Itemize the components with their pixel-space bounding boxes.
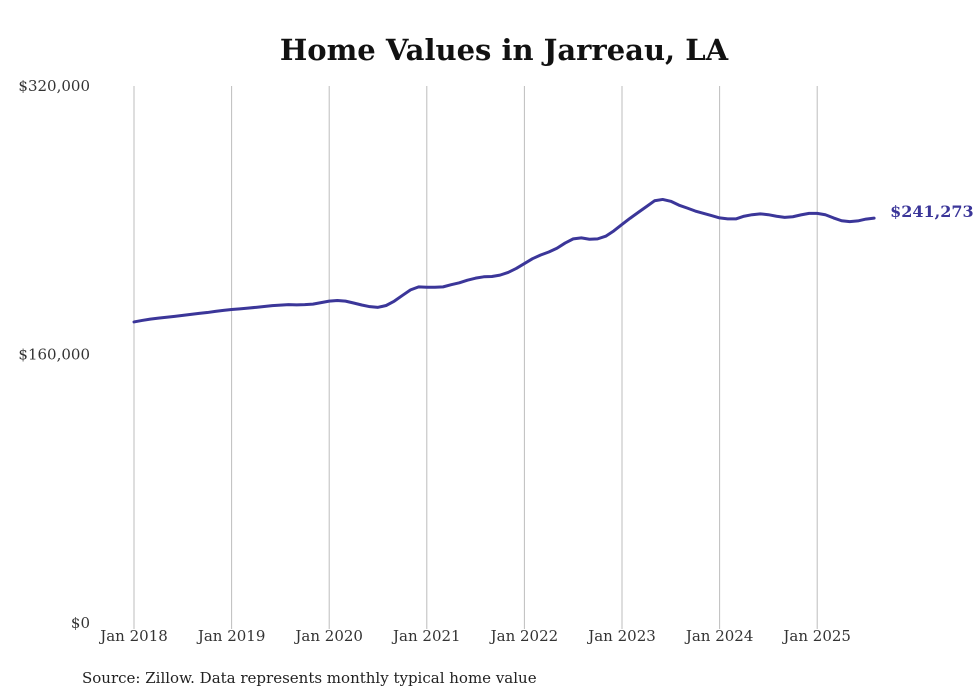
series-layer: $241,273 <box>132 197 974 324</box>
chart-title: Home Values in Jarreau, LA <box>280 33 729 67</box>
y-tick-label: $320,000 <box>18 77 90 95</box>
vertical-gridlines <box>133 86 818 629</box>
source-note: Source: Zillow. Data represents monthly … <box>82 669 537 687</box>
x-tick-label: Jan 2018 <box>98 627 168 645</box>
x-tick-label: Jan 2019 <box>196 627 266 645</box>
x-tick-label: Jan 2024 <box>684 627 754 645</box>
y-axis-tick-labels: $0 $160,000 $320,000 <box>18 77 90 632</box>
x-tick-label: Jan 2021 <box>391 627 461 645</box>
y-tick-label: $0 <box>71 614 90 632</box>
end-value-label: $241,273 <box>890 202 974 221</box>
x-tick-label: Jan 2020 <box>293 627 363 645</box>
x-tick-label: Jan 2025 <box>781 627 851 645</box>
y-tick-label: $160,000 <box>18 346 90 364</box>
series-line <box>132 197 876 324</box>
x-tick-label: Jan 2023 <box>586 627 656 645</box>
x-axis-tick-labels: Jan 2018 Jan 2019 Jan 2020 Jan 2021 Jan 2022… <box>98 627 851 645</box>
x-tick-label: Jan 2022 <box>489 627 559 645</box>
